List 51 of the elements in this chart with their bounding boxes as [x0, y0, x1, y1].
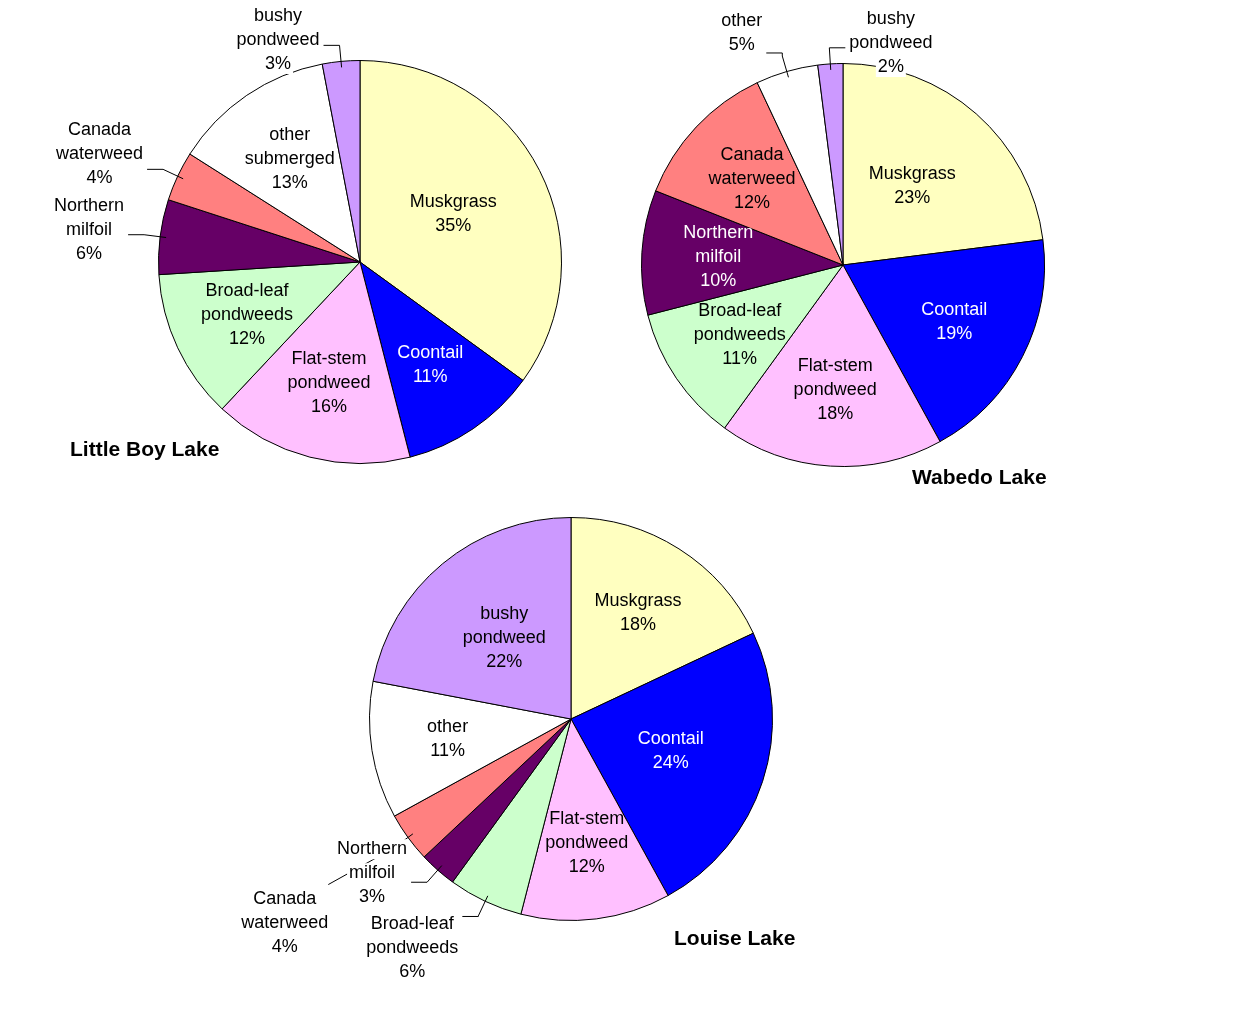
slice-label: Flat-stem pondweed	[793, 354, 877, 399]
data-label: 18%	[817, 402, 854, 423]
text: Little Boy Lake	[70, 437, 220, 461]
text: Wabedo Lake	[912, 465, 1047, 489]
data-label: 3%	[264, 52, 291, 73]
slice-label: Canada waterweed	[707, 144, 796, 189]
data-label: 16%	[310, 395, 347, 416]
data-label: 6%	[76, 243, 103, 264]
slice-label: Coontail	[637, 728, 704, 749]
slice-label: other	[427, 715, 469, 736]
data-label: 5%	[728, 33, 755, 54]
data-label: 11%	[412, 366, 448, 387]
slice-label: Northern milfoil	[337, 838, 408, 883]
slice-label: Muskgrass	[594, 590, 682, 611]
slice-label: Broad-leaf pondweeds	[693, 300, 786, 345]
slice-label: Canada waterweed	[240, 887, 329, 932]
data-label: 35%	[435, 215, 472, 236]
data-label: 13%	[271, 171, 308, 192]
slice-label: Broad-leaf pondweeds	[200, 280, 293, 325]
data-label: 23%	[894, 187, 931, 208]
slice-label: other submerged	[244, 123, 335, 168]
slice-label: other	[721, 9, 763, 30]
slice-label: Coontail	[921, 298, 988, 319]
slice-label: Northern milfoil	[54, 195, 125, 240]
data-label: 4%	[86, 166, 113, 187]
text: Louise Lake	[674, 926, 796, 950]
data-label: 12%	[568, 855, 605, 876]
slice-label: bushy pondweed	[236, 4, 320, 49]
slice-label: Coontail	[397, 342, 464, 363]
slice-label: bushy pondweed	[849, 7, 933, 52]
slice-label: Broad-leaf pondweeds	[366, 913, 459, 958]
data-label: 11%	[430, 739, 465, 760]
slice-label: bushy pondweed	[462, 603, 546, 648]
data-label: 4%	[271, 935, 298, 956]
data-label: 12%	[733, 192, 770, 213]
data-label: 24%	[652, 752, 689, 773]
slice-label: Muskgrass	[868, 163, 956, 184]
slice-label: Flat-stem pondweed	[287, 347, 371, 392]
data-label: 19%	[936, 322, 973, 343]
slice-label: Muskgrass	[409, 191, 497, 212]
data-label: 2%	[877, 55, 904, 76]
data-label: 3%	[359, 886, 386, 907]
data-label: 22%	[486, 651, 523, 672]
data-label: 10%	[700, 270, 737, 291]
data-label: 11%	[722, 348, 758, 369]
slice-label: Canada waterweed	[55, 118, 144, 163]
data-label: 6%	[399, 961, 426, 982]
slice-label: Northern milfoil	[683, 222, 754, 267]
data-label: 18%	[619, 614, 656, 635]
slice-label: Flat-stem pondweed	[545, 807, 629, 852]
data-label: 12%	[228, 328, 265, 349]
